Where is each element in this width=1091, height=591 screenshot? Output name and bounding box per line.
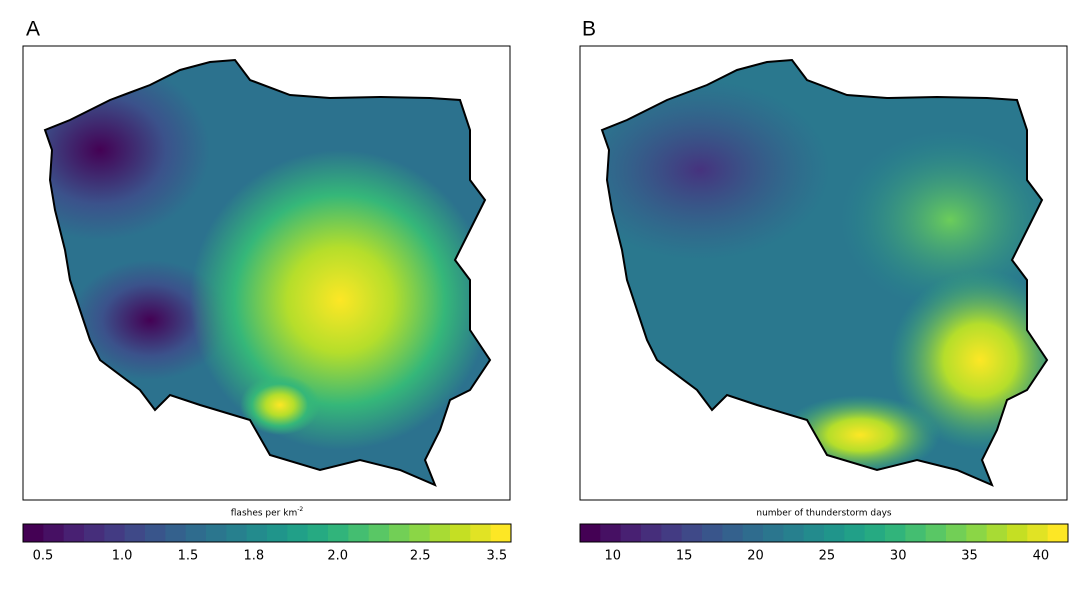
- colorbar-segment: [1047, 524, 1069, 542]
- colorbar-segment: [287, 524, 309, 542]
- colorbar-tick-label: 15: [676, 549, 693, 564]
- panel-label: A: [26, 18, 40, 41]
- colorbar-segment: [409, 524, 431, 542]
- colorbar-tick-label: 20: [747, 549, 764, 564]
- colorbar-segment: [722, 524, 744, 542]
- colorbar-segment: [23, 524, 44, 542]
- colorbar-tick-label: 0.5: [33, 549, 54, 564]
- colorbar-segment: [763, 524, 784, 542]
- colorbar-segment: [185, 524, 207, 542]
- colorbar-segment: [1007, 524, 1028, 542]
- map-raster: [602, 60, 1047, 485]
- colorbar-tick-label: 10: [605, 549, 622, 564]
- colorbar-segment: [824, 524, 845, 542]
- colorbar-segment: [206, 524, 227, 542]
- map-raster: [45, 60, 490, 485]
- colorbar-segment: [742, 524, 764, 542]
- colorbar-tick-label: 2.5: [410, 549, 431, 564]
- colorbar-segment: [429, 524, 451, 542]
- colorbar-segment: [368, 524, 390, 542]
- panel-label: B: [582, 18, 596, 41]
- colorbar: number of thunderstorm days 10 15 20 25 30 35 4…: [579, 509, 1069, 564]
- colorbar-segment: [267, 524, 288, 542]
- colorbar-segment: [328, 524, 349, 542]
- colorbar-tick-label: 1.8: [243, 549, 264, 564]
- colorbar-tick-label: 30: [890, 549, 907, 564]
- map-frame: [22, 45, 511, 501]
- colorbar-segment: [307, 524, 329, 542]
- colorbar-segment: [803, 524, 825, 542]
- colorbar-segment: [885, 524, 906, 542]
- colorbar-tick-label: 25: [819, 549, 836, 564]
- colorbar-tick-label: 35: [961, 549, 978, 564]
- colorbar-tick-label: 1.0: [112, 549, 133, 564]
- colorbar-segment: [450, 524, 471, 542]
- colorbar-segment: [905, 524, 927, 542]
- colorbar-segment: [165, 524, 187, 542]
- colorbar-segment: [348, 524, 370, 542]
- colorbar-segment: [620, 524, 642, 542]
- colorbar-segment: [226, 524, 248, 542]
- colorbar-segment: [641, 524, 662, 542]
- colorbar-segment: [84, 524, 105, 542]
- colorbar-tick-label: 40: [1033, 549, 1050, 564]
- colorbar-tick-label: 1.5: [178, 549, 199, 564]
- colorbar-segment: [43, 524, 65, 542]
- colorbar-segment: [470, 524, 492, 542]
- colorbar-frame: [579, 523, 1069, 543]
- colorbar-segment: [966, 524, 988, 542]
- panel-a: A: [22, 18, 511, 501]
- colorbar-segment: [104, 524, 126, 542]
- panel-b: B: [579, 18, 1068, 501]
- colorbar-segment: [681, 524, 703, 542]
- colorbar-title: number of thunderstorm days: [756, 509, 892, 519]
- colorbar-segment: [124, 524, 146, 542]
- colorbar-segment: [986, 524, 1008, 542]
- colorbar-segment: [702, 524, 723, 542]
- colorbar-segment: [145, 524, 166, 542]
- colorbar-frame: [22, 523, 512, 543]
- colorbar-segment: [783, 524, 805, 542]
- map-frame: [579, 45, 1068, 501]
- colorbar-title: flashes per km-2: [231, 506, 304, 519]
- colorbar-segment: [63, 524, 85, 542]
- colorbar: flashes per km-2 0.5 1.0 1.5 1.8 2.0 2.5 3.5: [22, 506, 512, 564]
- colorbar-segment: [490, 524, 512, 542]
- colorbar-segment: [580, 524, 601, 542]
- colorbar-segment: [246, 524, 268, 542]
- colorbar-segment: [600, 524, 622, 542]
- colorbar-tick-label: 2.0: [327, 549, 348, 564]
- colorbar-segment: [946, 524, 967, 542]
- colorbar-segment: [925, 524, 947, 542]
- colorbar-segment: [864, 524, 886, 542]
- colorbar-tick-label: 3.5: [487, 549, 508, 564]
- colorbar-segment: [661, 524, 683, 542]
- colorbar-segment: [389, 524, 410, 542]
- colorbar-title-superscript: -2: [297, 506, 303, 513]
- colorbar-segment: [844, 524, 866, 542]
- colorbar-segment: [1027, 524, 1049, 542]
